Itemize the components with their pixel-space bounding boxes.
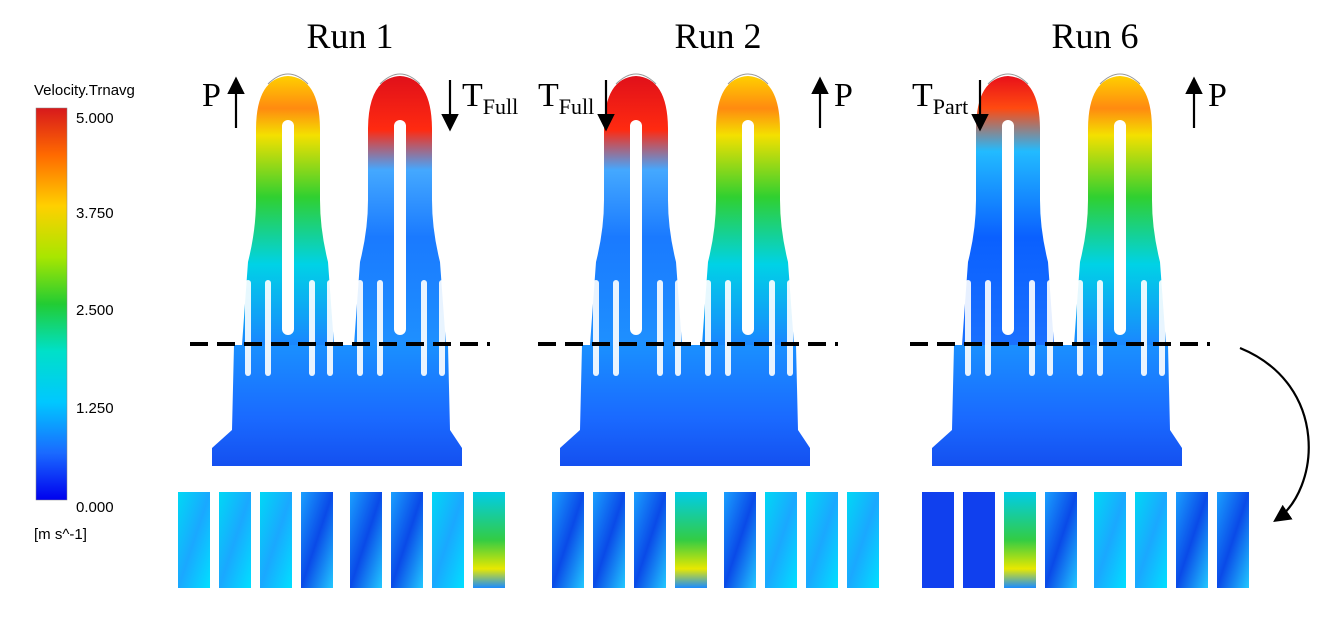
lobe-slot [742, 120, 754, 335]
legend-tick-4: 0.000 [76, 499, 114, 516]
guide-slot [421, 280, 427, 376]
section-tile [1004, 492, 1036, 588]
cross-section-tiles [922, 492, 1249, 588]
guide-slot [1141, 280, 1147, 376]
section-tile [1176, 492, 1208, 588]
section-tile [1094, 492, 1126, 588]
section-tile [1135, 492, 1167, 588]
section-tile [593, 492, 625, 588]
guide-slot [725, 280, 731, 376]
lobe-cap [615, 73, 657, 85]
section-tile [260, 492, 292, 588]
lobe-cap [267, 73, 309, 85]
guide-slot [1077, 280, 1083, 376]
guide-slot [245, 280, 251, 376]
guide-slot [357, 280, 363, 376]
section-tile [806, 492, 838, 588]
port-label: TFull [538, 77, 594, 119]
guide-slot [787, 280, 793, 376]
guide-slot [985, 280, 991, 376]
section-tile [219, 492, 251, 588]
section-tile [391, 492, 423, 588]
guide-slot [1159, 280, 1165, 376]
section-tile [847, 492, 879, 588]
lobe-cap [1099, 73, 1141, 85]
lobe-slot [282, 120, 294, 335]
lobe-cap [727, 73, 769, 85]
section-tile [432, 492, 464, 588]
colorbar-legend: Velocity.Trnavg 5.000 3.750 2.500 1.250 … [34, 82, 135, 543]
legend-tick-0: 5.000 [76, 110, 114, 127]
section-tile [922, 492, 954, 588]
section-tile [473, 492, 505, 588]
colorbar [35, 107, 68, 501]
legend-tick-2: 2.500 [76, 302, 114, 319]
panel-title: Run 1 [306, 16, 393, 56]
port-label: P [834, 77, 853, 114]
lobe-slot [1114, 120, 1126, 335]
section-tile [724, 492, 756, 588]
panel-1: Run 1 P TFull [178, 16, 518, 588]
guide-slot [705, 280, 711, 376]
section-tile [178, 492, 210, 588]
section-tile [765, 492, 797, 588]
guide-slot [1097, 280, 1103, 376]
section-tile [552, 492, 584, 588]
panel-title: Run 6 [1051, 16, 1138, 56]
curved-arrow-icon [1239, 346, 1310, 522]
panel-title: Run 2 [674, 16, 761, 56]
cross-section-tiles [178, 492, 505, 588]
guide-slot [657, 280, 663, 376]
guide-slot [327, 280, 333, 376]
panels: Run 1 P TFull Run 2 TFull P Run 6 TPart P [178, 16, 1249, 588]
legend-title: Velocity.Trnavg [34, 82, 135, 99]
guide-slot [593, 280, 599, 376]
cross-section-tiles [552, 492, 879, 588]
section-tile [301, 492, 333, 588]
lobe-slot [1002, 120, 1014, 335]
section-tile [350, 492, 382, 588]
plenum-region [212, 345, 462, 466]
panel-2: Run 2 TFull P [538, 16, 879, 588]
section-tile [1045, 492, 1077, 588]
guide-slot [265, 280, 271, 376]
legend-tick-1: 3.750 [76, 205, 114, 222]
lobe-cap [987, 73, 1029, 85]
section-tile [675, 492, 707, 588]
panel-3: Run 6 TPart P [910, 16, 1249, 588]
port-label: P [202, 77, 221, 114]
guide-slot [613, 280, 619, 376]
port-label: TPart [912, 77, 968, 119]
guide-slot [309, 280, 315, 376]
guide-slot [675, 280, 681, 376]
plenum-region [932, 345, 1182, 466]
section-tile [634, 492, 666, 588]
guide-slot [439, 280, 445, 376]
section-tile [1217, 492, 1249, 588]
legend-tick-3: 1.250 [76, 400, 114, 417]
guide-slot [769, 280, 775, 376]
port-label: P [1208, 77, 1227, 114]
lobe-cap [379, 73, 421, 85]
guide-slot [1047, 280, 1053, 376]
guide-slot [377, 280, 383, 376]
lobe-slot [630, 120, 642, 335]
plenum-region [560, 345, 810, 466]
lobe-slot [394, 120, 406, 335]
guide-slot [1029, 280, 1035, 376]
guide-slot [965, 280, 971, 376]
legend-unit: [m s^-1] [34, 526, 87, 543]
section-tile [963, 492, 995, 588]
port-label: TFull [462, 77, 518, 119]
